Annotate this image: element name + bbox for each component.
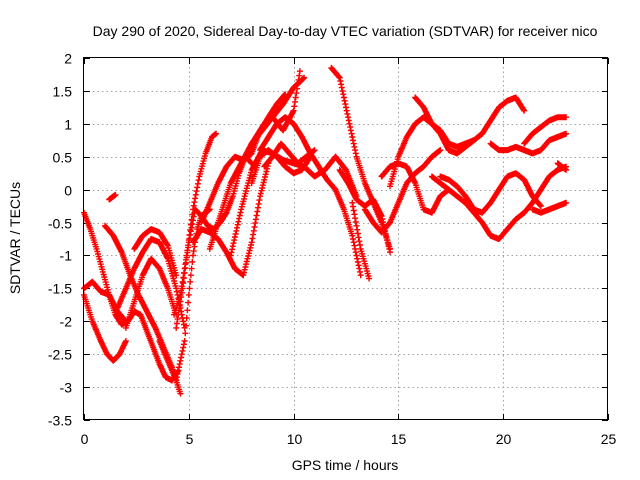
data-marker-path [412,94,528,150]
series-arc-28 [437,170,544,216]
data-marker-path [554,160,570,173]
series-arc-19 [261,140,318,170]
y-tick-label: -2 [60,314,73,330]
series-arc-12 [190,160,272,279]
data-marker-path [131,226,180,279]
data-marker-path [122,255,180,331]
series-arc-17 [248,147,314,187]
y-tick-label: 2 [64,51,72,67]
y-tick-label: -1.5 [48,281,72,297]
series-arc-30 [521,114,570,147]
series-arc-26 [412,94,528,150]
series-arc-27 [428,163,570,242]
data-marker-path [190,160,272,279]
series-arc-31 [529,199,570,216]
data-marker-path [428,163,570,242]
data-marker-path [529,199,570,216]
series-arc-22 [349,199,373,282]
data-marker-path [261,140,318,170]
data-marker-path [487,130,570,157]
series-arc-8 [131,226,180,279]
y-tick-label: -3.5 [48,413,72,429]
grid-lines [84,58,608,420]
chart-title: Day 290 of 2020, Sidereal Day-to-day VTE… [93,23,598,39]
x-tick-label: 20 [496,431,512,447]
y-tick-label: 0 [64,183,72,199]
series-arc-29 [487,130,570,157]
x-tick-label: 15 [391,431,407,447]
y-tick-label: -2.5 [48,347,72,363]
axis-ticks: -3.5-3-2.5-2-1.5-1-0.500.511.520 5 10 15 20 2… [48,51,617,448]
x-tick-label: 25 [601,431,617,447]
series-arc-18 [257,114,364,279]
x-axis-label: GPS time / hours [292,457,399,473]
y-tick-label: -3 [60,380,73,396]
x-tick-label: 0 [81,431,89,447]
data-marker-path [106,191,119,203]
plot-frame [83,57,608,420]
y-tick-label: -1 [60,248,73,264]
series-arc-7 [122,255,180,331]
data-points [81,64,570,397]
x-tick-label: 5 [186,431,194,447]
series-arc-32 [554,160,570,173]
y-tick-label: 0.5 [53,150,73,166]
y-tick-label: 1.5 [53,84,73,100]
data-marker-path [361,147,444,236]
data-marker-path [349,199,373,282]
data-marker-path [521,114,570,147]
y-tick-label: 1 [64,117,72,133]
y-tick-label: -0.5 [48,216,72,232]
data-marker-path [257,114,364,279]
y-axis-label: SDTVAR / TECUs [7,182,23,294]
data-marker-path [248,147,314,187]
data-marker-path [437,170,544,216]
series-arc-4 [106,191,119,203]
series-arc-23 [361,147,444,236]
x-tick-label: 10 [287,431,303,447]
